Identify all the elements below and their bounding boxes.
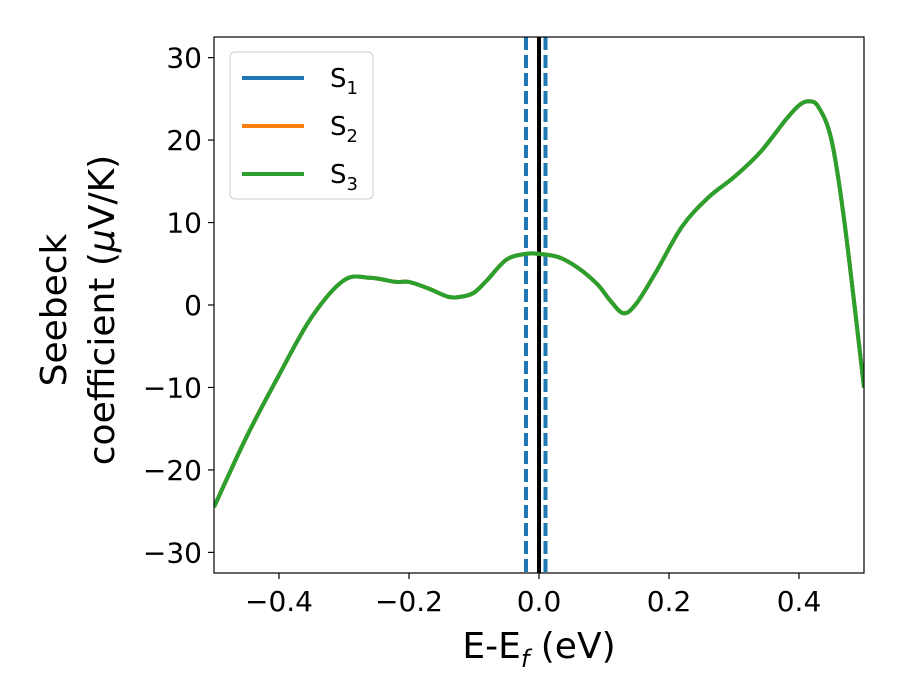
- legend-label-s2: S2: [330, 112, 358, 147]
- series-lines: [214, 99, 864, 508]
- y-tick-label: 20: [166, 124, 202, 157]
- x-tick-label: 0.0: [517, 585, 562, 618]
- x-tick-label: −0.2: [375, 585, 443, 618]
- y-axis-title-line1: Seebeck: [34, 233, 75, 386]
- y-tick-label: −30: [143, 536, 202, 569]
- y-axis-ticks: −30 −20 −10 0 10 20 30: [143, 42, 214, 569]
- y-tick-label: −20: [143, 454, 202, 487]
- legend-label-s1: S1: [330, 64, 358, 99]
- y-axis-title: Seebeck coefficient (μV/K): [34, 155, 123, 465]
- x-tick-label: 0.2: [647, 585, 692, 618]
- legend-label-s3: S3: [330, 160, 358, 195]
- x-axis-title: E-Ef (eV): [462, 626, 615, 673]
- y-axis-title-line2: coefficient (μV/K): [82, 155, 123, 465]
- x-axis-ticks: −0.4 −0.2 0.0 0.2 0.4: [245, 573, 821, 618]
- y-tick-label: 0: [184, 289, 202, 322]
- x-tick-label: −0.4: [245, 585, 313, 618]
- series-line-s3: [214, 99, 864, 508]
- y-tick-label: −10: [143, 371, 202, 404]
- x-tick-label: 0.4: [777, 585, 822, 618]
- legend: S1 S2 S3: [229, 51, 374, 200]
- fermi-reference-lines: [524, 37, 548, 573]
- y-tick-label: 10: [166, 207, 202, 240]
- y-tick-label: 30: [166, 42, 202, 75]
